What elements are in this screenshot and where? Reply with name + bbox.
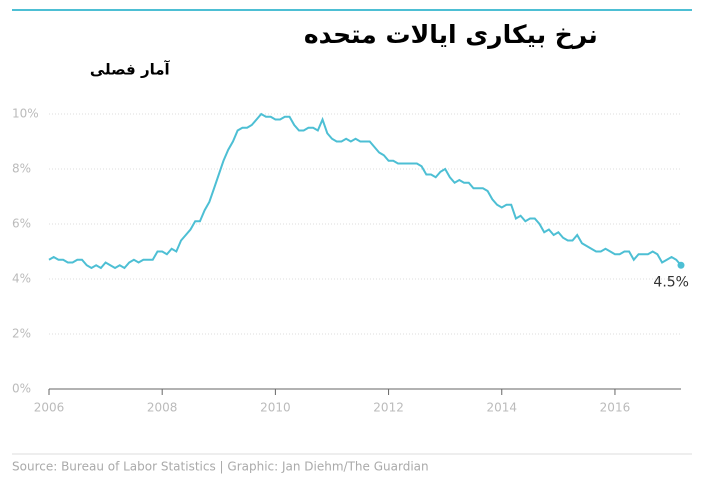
y-tick-label: 0% [12, 382, 31, 396]
x-tick-label: 2016 [600, 401, 631, 415]
source: Source: Bureau of Labor Statistics | Gra… [12, 460, 429, 474]
x-tick-label: 2010 [260, 401, 291, 415]
x-tick-label: 2006 [34, 401, 65, 415]
y-tick-label: 10% [12, 107, 39, 121]
y-tick-label: 8% [12, 162, 31, 176]
line [48, 112, 682, 270]
point [677, 261, 685, 269]
chart-title: نرخ بیکاری ایالات متحده [304, 20, 598, 50]
x-tick-label: 2012 [373, 401, 404, 415]
chart-subtitle: آمار فصلی [90, 61, 171, 79]
x-tick-label: 2014 [486, 401, 517, 415]
y-tick-label: 2% [12, 327, 31, 341]
value-label: 4.5% [653, 274, 689, 290]
x-tick-label: 2008 [147, 401, 178, 415]
y-tick-label: 4% [12, 272, 31, 286]
y-tick-label: 6% [12, 217, 31, 231]
